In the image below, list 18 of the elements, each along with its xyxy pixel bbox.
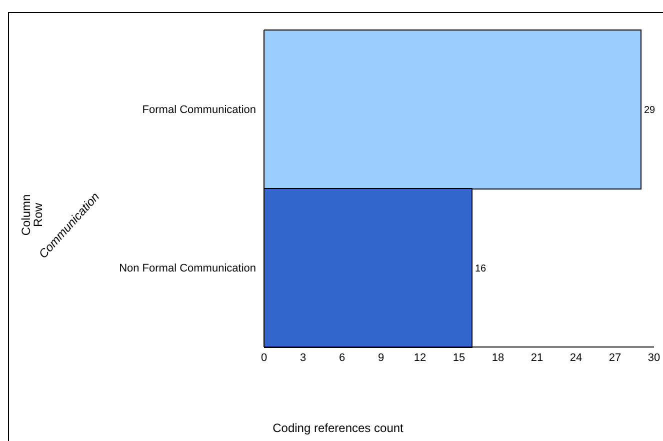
x-axis-title: Coding references count bbox=[272, 421, 404, 435]
x-tick-label: 27 bbox=[608, 352, 622, 364]
y-tick-label: Non Formal Communication bbox=[119, 262, 256, 275]
x-tick-label: 18 bbox=[492, 352, 504, 364]
y-tick-label: Formal Communication bbox=[142, 104, 256, 116]
text: Column bbox=[19, 194, 33, 236]
data-label: 16 bbox=[475, 264, 487, 275]
text: Row bbox=[31, 202, 45, 228]
x-tick-label: 12 bbox=[414, 352, 426, 364]
x-tick-label: 30 bbox=[648, 352, 660, 364]
x-tick-label: 3 bbox=[300, 352, 306, 364]
data-label: 29 bbox=[644, 105, 656, 116]
x-tick-label: 24 bbox=[570, 352, 582, 364]
x-tick-label: 9 bbox=[378, 352, 384, 364]
x-tick-label: 21 bbox=[530, 352, 544, 364]
x-tick-label: 15 bbox=[452, 352, 466, 364]
x-tick-label: 0 bbox=[260, 352, 268, 364]
x-tick-label: 6 bbox=[338, 352, 346, 364]
